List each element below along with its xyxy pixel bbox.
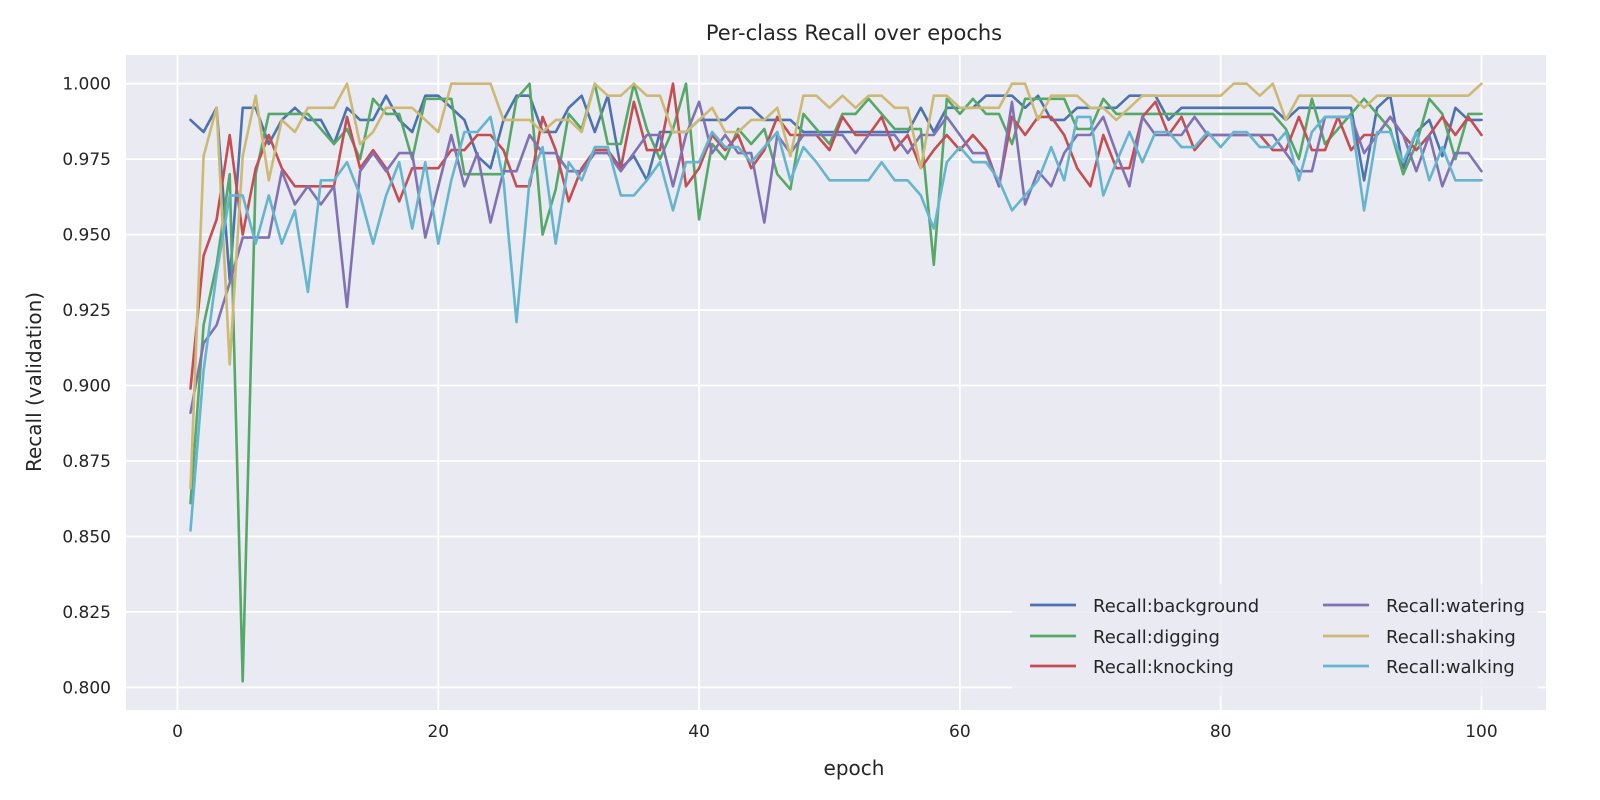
x-tick-labels: 0 20 40 60 80 100	[172, 722, 1498, 742]
grid-lines	[126, 55, 1546, 710]
y-tick-label: 0.900	[62, 377, 111, 397]
legend-box	[1012, 584, 1538, 696]
x-tick-label: 100	[1465, 722, 1497, 742]
series-lines	[189, 82, 1483, 683]
y-axis-label: Recall (validation)	[22, 292, 46, 472]
y-tick-label: 0.875	[62, 452, 111, 472]
series-line-digging	[189, 82, 1483, 683]
legend-label-knocking: Recall:knocking	[1093, 657, 1234, 678]
y-tick-labels: 0.800 0.825 0.850 0.875 0.900 0.925 0.950 0.975…	[62, 75, 111, 699]
legend-label-shaking: Recall:shaking	[1386, 627, 1516, 648]
x-tick-label: 20	[427, 722, 449, 742]
legend-label-digging: Recall:digging	[1093, 627, 1220, 648]
x-tick-label: 60	[949, 722, 971, 742]
y-tick-label: 1.000	[62, 75, 111, 95]
x-tick-label: 80	[1210, 722, 1232, 742]
legend: Recall:background Recall:digging Recall:kn…	[1012, 584, 1538, 696]
legend-label-background: Recall:background	[1093, 596, 1259, 617]
y-tick-label: 0.850	[62, 527, 111, 547]
y-tick-label: 0.800	[62, 678, 111, 698]
legend-label-walking: Recall:walking	[1386, 657, 1515, 678]
series-line-knocking	[189, 82, 1483, 390]
series-line-watering	[189, 100, 1483, 415]
y-tick-label: 0.825	[62, 603, 111, 623]
series-line-walking	[189, 115, 1483, 532]
y-tick-label: 0.975	[62, 150, 111, 170]
y-tick-label: 0.925	[62, 301, 111, 321]
x-tick-label: 0	[172, 722, 183, 742]
x-axis-label: epoch	[824, 756, 885, 780]
chart-title: Per-class Recall over epochs	[706, 21, 1002, 45]
series-line-shaking	[189, 82, 1483, 490]
x-tick-label: 40	[688, 722, 710, 742]
legend-label-watering: Recall:watering	[1386, 596, 1525, 617]
y-tick-label: 0.950	[62, 226, 111, 246]
